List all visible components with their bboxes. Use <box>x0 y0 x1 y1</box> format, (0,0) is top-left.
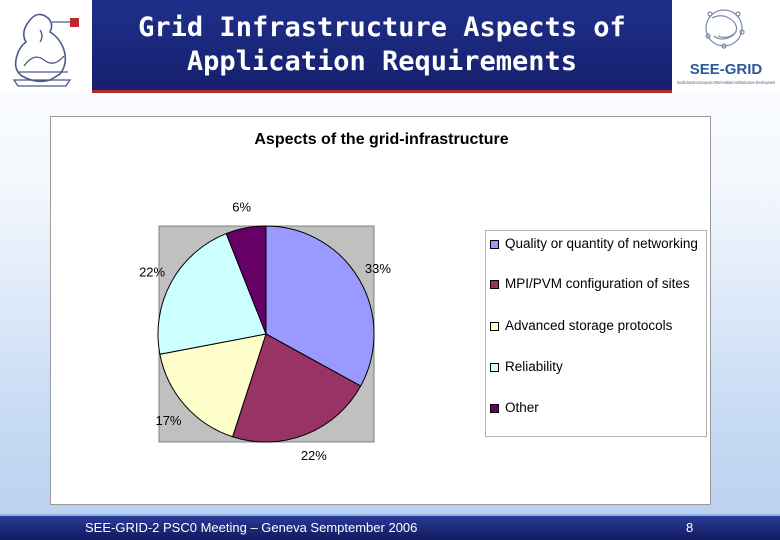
title-underline <box>92 90 672 93</box>
slice-label: 22% <box>301 448 327 463</box>
legend-item: Reliability <box>490 358 706 375</box>
pie-chart: 33% 22% 17% 22% 6% <box>139 199 391 463</box>
chart-frame: Aspects of the grid-infrastructure 33% 22… <box>50 116 711 505</box>
title-band: Grid Infrastructure Aspects of Applicati… <box>92 0 672 90</box>
pie-slice <box>225 225 267 335</box>
see-grid-logo: SEE-GRID South Eastern European GRid-ena… <box>672 0 780 92</box>
legend-item: Other <box>490 399 706 416</box>
statue-logo-icon <box>12 13 79 87</box>
slide-header: Grid Infrastructure Aspects of Applicati… <box>0 0 780 93</box>
see-grid-logo-icon: SEE-GRID South Eastern European GRid-ena… <box>677 9 776 85</box>
pie-slice <box>265 225 375 387</box>
footer-caption: SEE-GRID-2 PSC0 Meeting – Geneva Semptem… <box>85 520 418 535</box>
see-grid-subtitle: South Eastern European GRid-enabled eInf… <box>677 80 776 85</box>
slice-label: 22% <box>139 264 165 279</box>
footer-rule <box>0 514 780 516</box>
slide-title: Grid Infrastructure Aspects of Applicati… <box>138 12 626 77</box>
legend-item: MPI/PVM configuration of sites <box>490 275 706 292</box>
legend-item: Quality or quantity of networking <box>490 235 706 252</box>
slice-label: 6% <box>232 199 251 214</box>
page-number: 8 <box>686 520 694 535</box>
see-grid-wordmark: SEE-GRID <box>690 61 763 78</box>
pie-slice <box>157 232 267 355</box>
legend-item: Advanced storage protocols <box>490 317 706 334</box>
legend-swatch <box>490 240 499 249</box>
legend-label: Other <box>505 400 539 415</box>
chart-legend: Quality or quantity of networking MPI/PVM… <box>485 230 707 437</box>
legend-swatch <box>490 404 499 413</box>
pie-slice <box>159 333 267 438</box>
legend-swatch <box>490 322 499 331</box>
slide-footer <box>0 516 780 540</box>
legend-label: MPI/PVM configuration of sites <box>505 276 690 291</box>
legend-label: Quality or quantity of networking <box>505 236 698 251</box>
pie-slice <box>231 333 362 443</box>
left-logo <box>0 0 92 92</box>
legend-label: Advanced storage protocols <box>505 318 673 333</box>
slice-label: 33% <box>365 261 391 276</box>
legend-swatch <box>490 280 499 289</box>
slice-label: 17% <box>155 413 181 428</box>
legend-swatch <box>490 363 499 372</box>
chart-title: Aspects of the grid-infrastructure <box>254 131 509 148</box>
legend-label: Reliability <box>505 359 563 374</box>
